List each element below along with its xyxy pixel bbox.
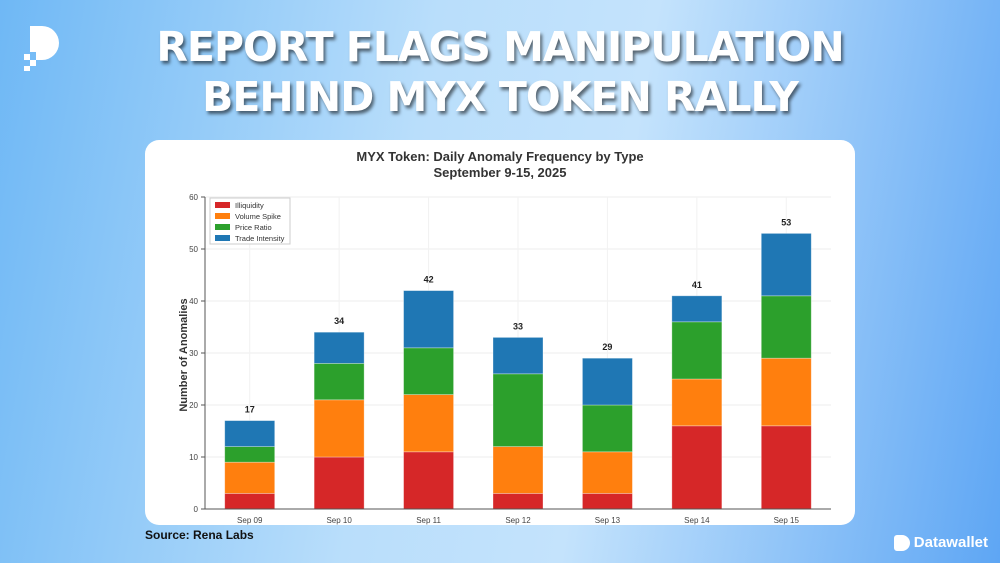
headline-line-1: REPORT FLAGS MANIPULATION bbox=[156, 23, 844, 71]
bar-segment bbox=[224, 446, 276, 463]
bar-segment bbox=[224, 461, 276, 494]
y-tick-label: 50 bbox=[189, 245, 198, 254]
bar-segment bbox=[313, 399, 365, 458]
legend-label: Price Ratio bbox=[235, 223, 272, 232]
bar-segment bbox=[582, 357, 633, 406]
bar-segment bbox=[492, 446, 544, 494]
bar-segment bbox=[224, 492, 276, 510]
bar-segment bbox=[760, 357, 812, 427]
bar-segment bbox=[492, 373, 544, 448]
legend-swatch bbox=[215, 202, 230, 208]
y-axis-label: Number of Anomalies bbox=[178, 298, 190, 411]
legend-label: Illiquidity bbox=[235, 201, 264, 210]
bar-segment bbox=[492, 492, 544, 510]
y-tick-label: 40 bbox=[189, 297, 198, 306]
bar-segment bbox=[403, 451, 454, 510]
legend-swatch bbox=[215, 235, 230, 241]
chart-panel: MYX Token: Daily Anomaly Frequency by Ty… bbox=[145, 140, 855, 525]
bar-segment bbox=[671, 378, 723, 427]
brand-name: Datawallet bbox=[913, 534, 988, 551]
headline-line-2: BEHIND MYX TOKEN RALLY bbox=[202, 73, 799, 121]
y-tick-label: 60 bbox=[189, 193, 198, 202]
bar-segment bbox=[403, 394, 454, 453]
total-label: 42 bbox=[424, 275, 434, 285]
y-tick-label: 10 bbox=[189, 453, 198, 462]
bar-segment bbox=[760, 425, 812, 510]
bar-segment bbox=[671, 321, 723, 380]
bar-segment bbox=[403, 347, 454, 396]
x-tick-label: Sep 12 bbox=[505, 516, 531, 525]
bar-segment bbox=[582, 404, 633, 453]
datawallet-logo-icon bbox=[893, 534, 910, 551]
bar-segment bbox=[760, 295, 812, 359]
total-label: 33 bbox=[513, 321, 523, 331]
total-label: 41 bbox=[692, 280, 702, 290]
bar-segment bbox=[313, 331, 365, 364]
bar-segment bbox=[671, 295, 723, 323]
bar-segment bbox=[313, 362, 365, 401]
chart-title: MYX Token: Daily Anomaly Frequency by Ty… bbox=[356, 149, 643, 164]
legend-label: Volume Spike bbox=[235, 212, 281, 221]
headline: REPORT FLAGS MANIPULATION BEHIND MYX TOK… bbox=[0, 22, 1000, 122]
bar-segment bbox=[403, 290, 454, 349]
datawallet-logo-icon bbox=[24, 26, 59, 71]
source-note: Source: Rena Labs bbox=[145, 528, 254, 542]
bar-segment bbox=[313, 456, 365, 510]
y-tick-label: 30 bbox=[189, 349, 198, 358]
total-label: 17 bbox=[245, 405, 255, 415]
legend-swatch bbox=[215, 224, 230, 230]
x-tick-label: Sep 10 bbox=[326, 516, 352, 525]
total-label: 29 bbox=[602, 342, 612, 352]
brand: Datawallet bbox=[893, 534, 988, 551]
stacked-bar-chart: MYX Token: Daily Anomaly Frequency by Ty… bbox=[178, 149, 831, 525]
bar-segment bbox=[582, 492, 633, 510]
x-tick-label: Sep 15 bbox=[774, 516, 800, 525]
y-tick-label: 0 bbox=[194, 505, 199, 514]
legend-swatch bbox=[215, 213, 230, 219]
bar-segment bbox=[224, 420, 276, 448]
x-tick-label: Sep 09 bbox=[237, 516, 263, 525]
x-tick-label: Sep 13 bbox=[595, 516, 621, 525]
x-tick-label: Sep 14 bbox=[684, 516, 710, 525]
bar-segment bbox=[671, 425, 723, 510]
x-tick-label: Sep 11 bbox=[416, 516, 441, 525]
bar-segment bbox=[760, 233, 812, 297]
legend-label: Trade Intensity bbox=[235, 234, 285, 243]
chart-subtitle: September 9-15, 2025 bbox=[434, 165, 567, 180]
total-label: 34 bbox=[334, 316, 344, 326]
total-label: 53 bbox=[781, 217, 791, 227]
bar-segment bbox=[582, 451, 633, 494]
bar-segment bbox=[492, 336, 544, 375]
y-tick-label: 20 bbox=[189, 401, 198, 410]
